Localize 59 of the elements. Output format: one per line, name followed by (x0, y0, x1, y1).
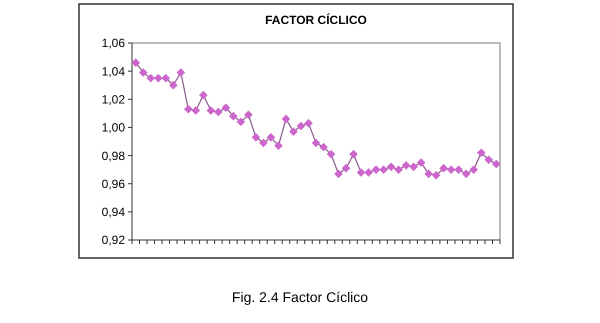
y-tick-label: 0,96 (102, 176, 126, 191)
point (252, 133, 260, 142)
y-tick-label: 0,98 (102, 148, 126, 163)
point (192, 106, 200, 115)
point (229, 112, 238, 120)
point (447, 166, 456, 174)
point (154, 74, 162, 82)
caption: Fig. 2.4 Factor Cíclico (232, 289, 368, 305)
point (394, 166, 403, 174)
point (266, 133, 276, 142)
point (424, 170, 433, 178)
point (349, 150, 358, 158)
point (492, 160, 500, 168)
point (372, 166, 380, 174)
point (342, 164, 350, 172)
y-tick-label: 1,04 (102, 64, 126, 78)
point (296, 122, 306, 130)
point (454, 166, 463, 174)
point (206, 106, 215, 115)
point (477, 148, 486, 157)
point (132, 58, 140, 67)
point (289, 128, 298, 136)
point (319, 143, 328, 152)
point (222, 104, 230, 112)
point (417, 158, 426, 167)
point (470, 166, 478, 174)
point (379, 166, 388, 174)
y-tick-label: 0,92 (102, 233, 126, 248)
point (169, 81, 178, 90)
point (312, 138, 320, 148)
y-tick-label: 1,00 (102, 120, 126, 135)
point (236, 118, 245, 126)
chart-title: FACTOR CÍCLICO (265, 13, 367, 27)
y-tick-label: 0,94 (102, 205, 126, 220)
point (387, 162, 396, 171)
point (146, 74, 155, 82)
y-tick-label: 1,06 (102, 36, 126, 50)
point (440, 164, 448, 172)
point (410, 162, 418, 171)
point (356, 168, 366, 177)
point (282, 114, 290, 124)
point (334, 170, 343, 178)
point (214, 108, 222, 116)
point (274, 142, 283, 150)
point (244, 110, 253, 119)
point (462, 170, 470, 178)
point (304, 119, 313, 128)
point (199, 90, 208, 100)
y-tick-label: 1,02 (102, 92, 126, 106)
point (484, 156, 493, 164)
point (176, 68, 185, 77)
point (326, 150, 336, 158)
point (184, 105, 192, 114)
point (402, 161, 410, 170)
point (162, 74, 170, 82)
point (432, 171, 440, 180)
point (139, 68, 148, 77)
point (364, 168, 373, 177)
point (259, 138, 268, 148)
